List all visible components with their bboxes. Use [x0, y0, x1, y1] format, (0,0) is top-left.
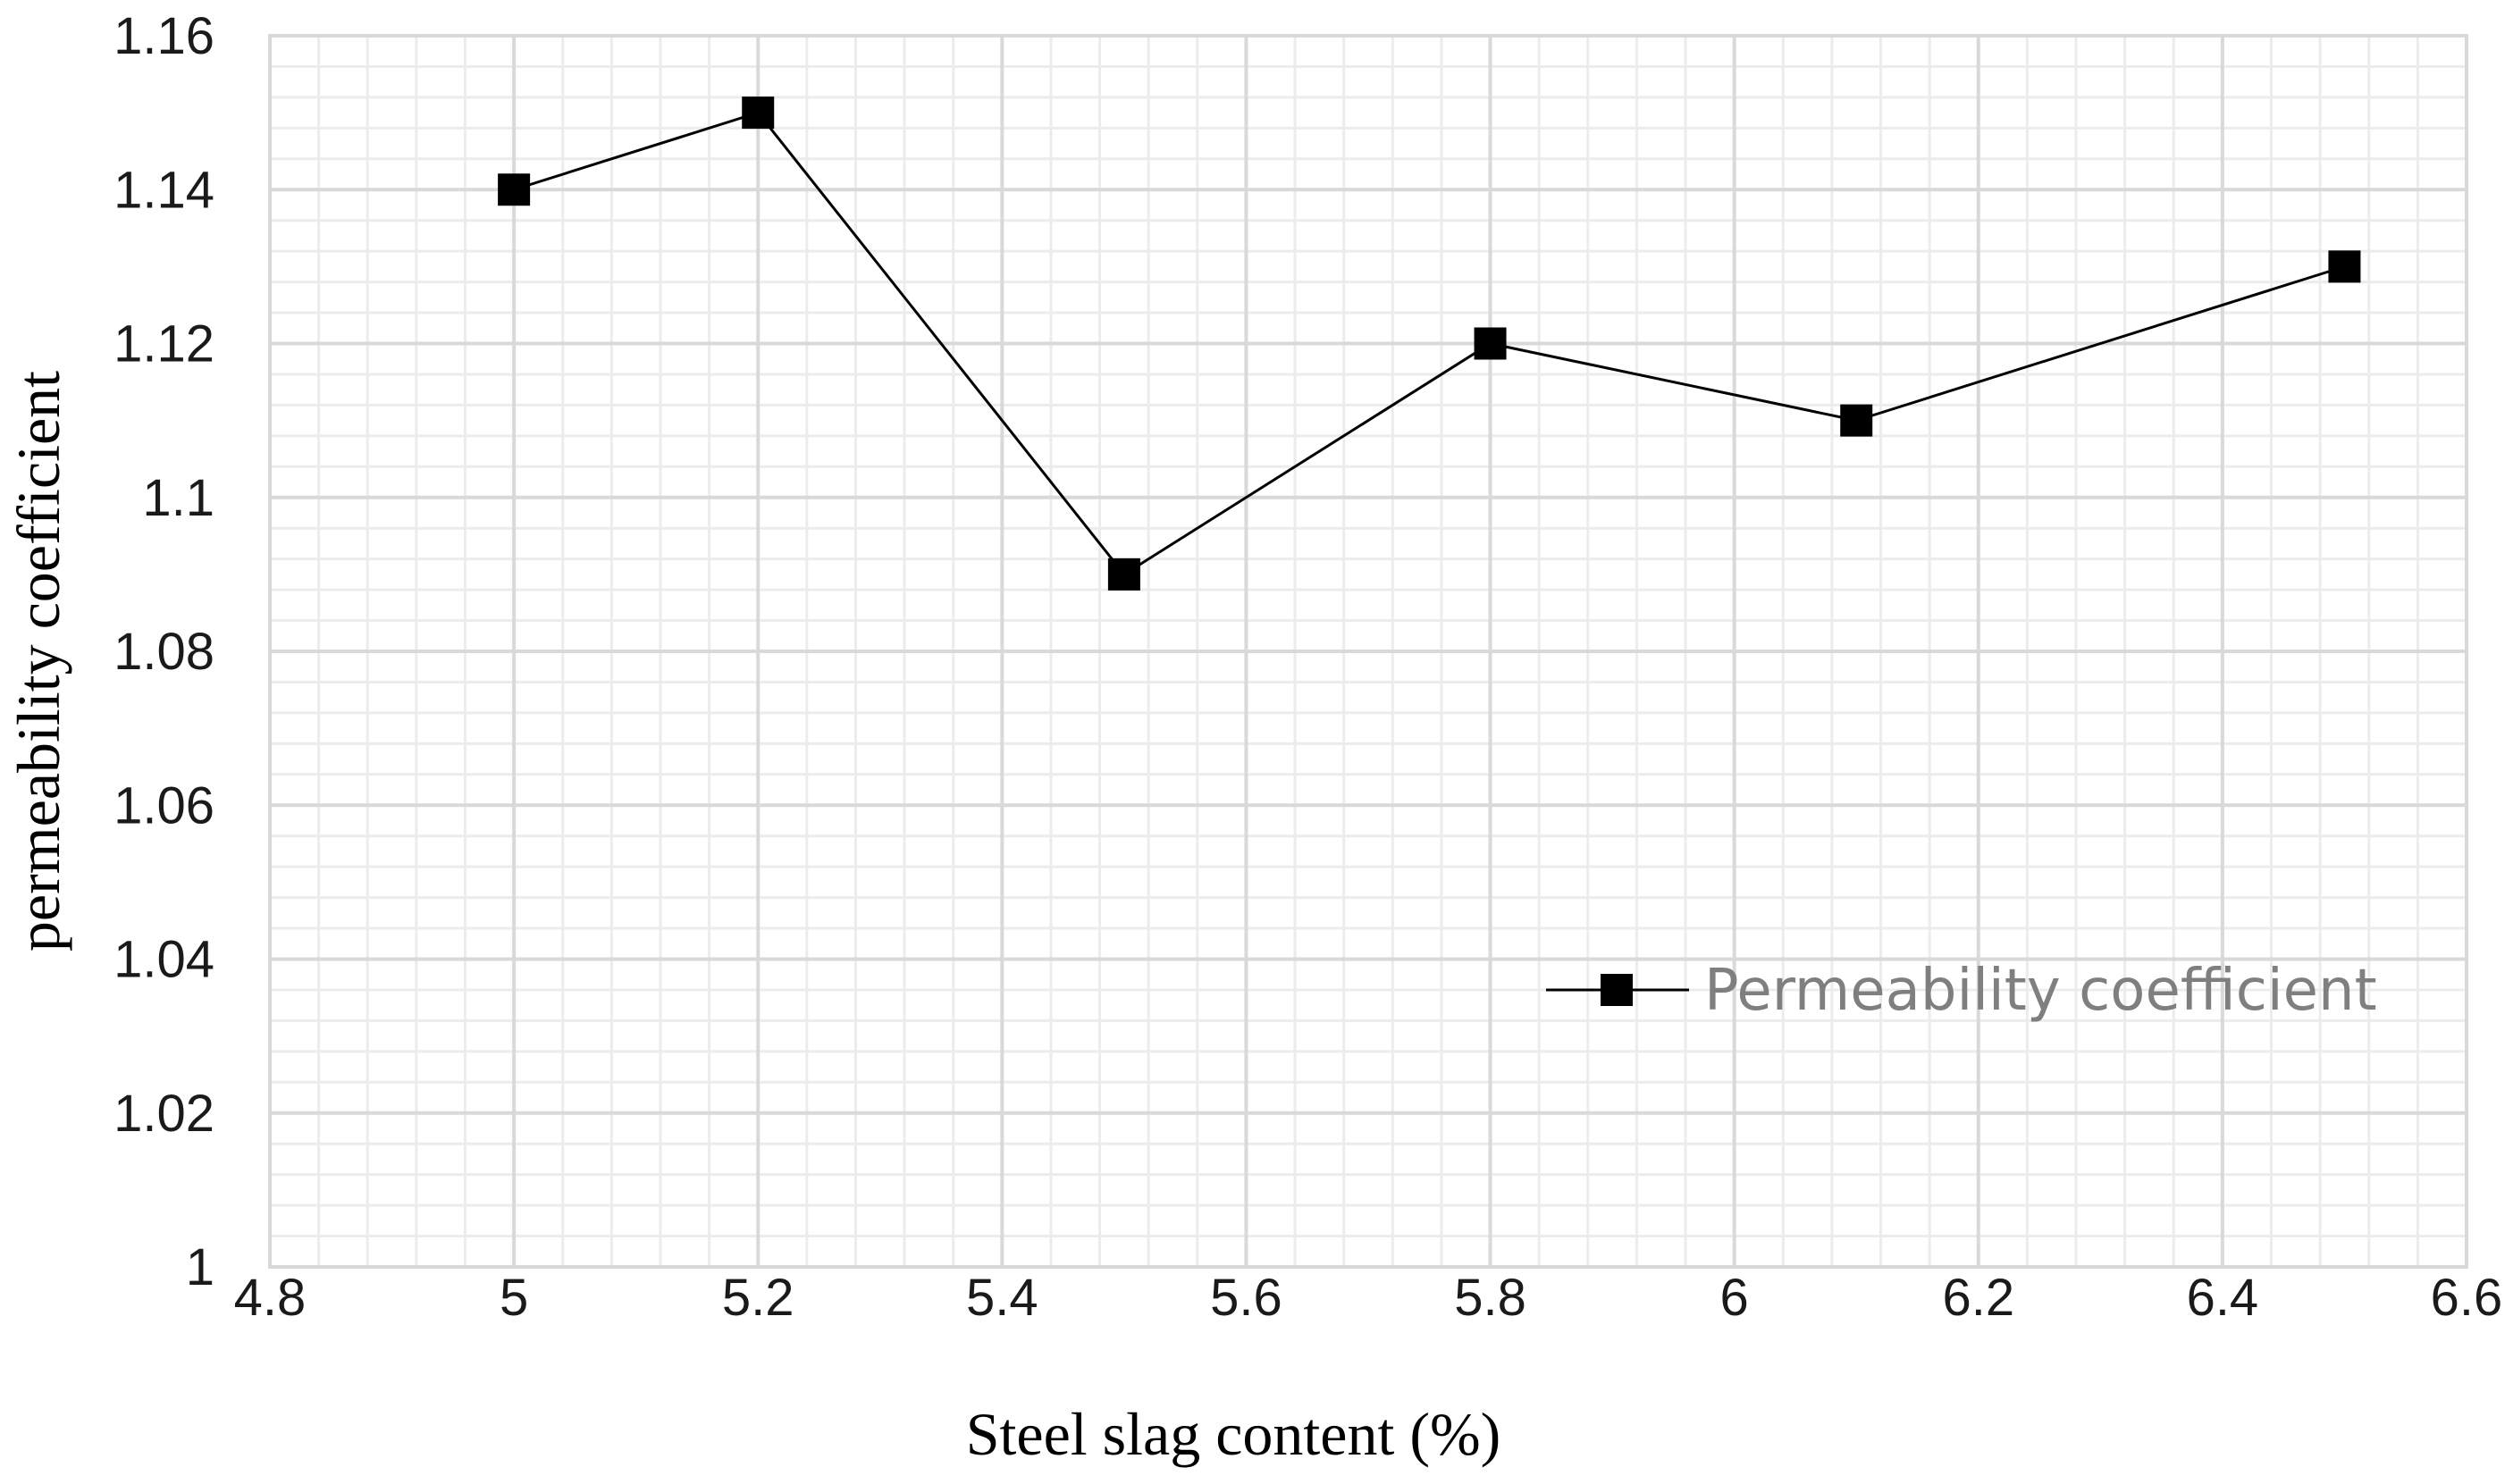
plot-area-border [268, 34, 2468, 1269]
y-tick-label: 1.14 [113, 161, 214, 219]
x-tick-label: 6.4 [2187, 1269, 2259, 1327]
y-tick-label: 1.12 [113, 315, 214, 373]
x-tick-label: 6.2 [1942, 1269, 2014, 1327]
x-tick-label: 5.6 [1210, 1269, 1282, 1327]
data-point-marker [2328, 250, 2361, 283]
y-tick-label: 1.16 [113, 7, 214, 65]
y-axis-title: permeability coefficient [4, 371, 72, 952]
x-axis-tick-labels: 4.8 5 5.2 5.4 5.6 5.8 6 6.2 6.4 6.6 [234, 1269, 2503, 1327]
x-tick-label: 6 [1720, 1269, 1749, 1327]
y-tick-label: 1.1 [142, 469, 214, 527]
y-tick-label: 1.04 [113, 931, 214, 989]
x-tick-label: 5.8 [1454, 1269, 1526, 1327]
series-layer [498, 96, 2361, 591]
y-tick-label: 1 [186, 1238, 214, 1296]
legend-marker [1601, 974, 1633, 1006]
data-point-marker [1474, 327, 1507, 360]
x-tick-label: 4.8 [234, 1269, 307, 1327]
legend: Permeability coefficient [1546, 958, 2377, 1024]
y-axis-tick-labels: 1 1.02 1.04 1.06 1.08 1.1 1.12 1.14 1.16 [113, 7, 214, 1296]
legend-label: Permeability coefficient [1704, 958, 2377, 1024]
x-tick-label: 5.2 [722, 1269, 794, 1327]
y-tick-label: 1.08 [113, 623, 214, 681]
data-point-marker [1840, 404, 1873, 437]
data-point-marker [498, 173, 531, 206]
x-tick-label: 6.6 [2431, 1269, 2503, 1327]
data-point-marker [742, 96, 775, 130]
series-line [513, 111, 2345, 576]
data-point-marker [1107, 558, 1140, 591]
x-tick-label: 5.4 [966, 1269, 1038, 1327]
x-tick-label: 5 [500, 1269, 528, 1327]
x-axis-title: Steel slag content (%) [966, 1400, 1501, 1468]
y-tick-label: 1.06 [113, 776, 214, 834]
y-tick-label: 1.02 [113, 1085, 214, 1143]
